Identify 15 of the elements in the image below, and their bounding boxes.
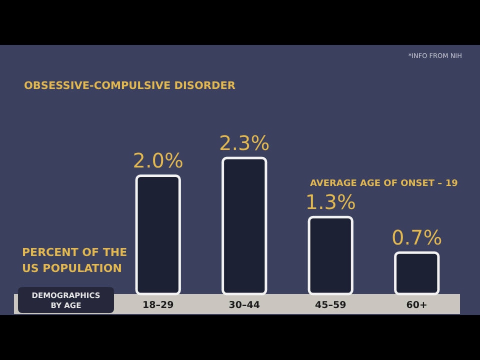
data-label: 2.3% [218, 131, 270, 155]
x-tick-label: 45–59 [315, 300, 346, 311]
data-label: 2.0% [132, 148, 184, 173]
annotation: AVERAGE AGE OF ONSET – 19 [310, 179, 458, 189]
bar [135, 174, 181, 296]
x-tick-label: 60+ [406, 300, 428, 311]
bar [222, 156, 268, 296]
y-axis-title: PERCENT OF THE US POPULATION [22, 246, 128, 275]
x-tick-label: 30–44 [228, 300, 260, 311]
chart-title: OBSESSIVE-COMPULSIVE DISORDER [24, 80, 236, 92]
bar [394, 251, 440, 296]
bar [308, 216, 354, 296]
data-label: 0.7% [391, 226, 442, 250]
data-label: 1.3% [305, 190, 356, 214]
x-tick-label: 18–29 [142, 300, 174, 311]
